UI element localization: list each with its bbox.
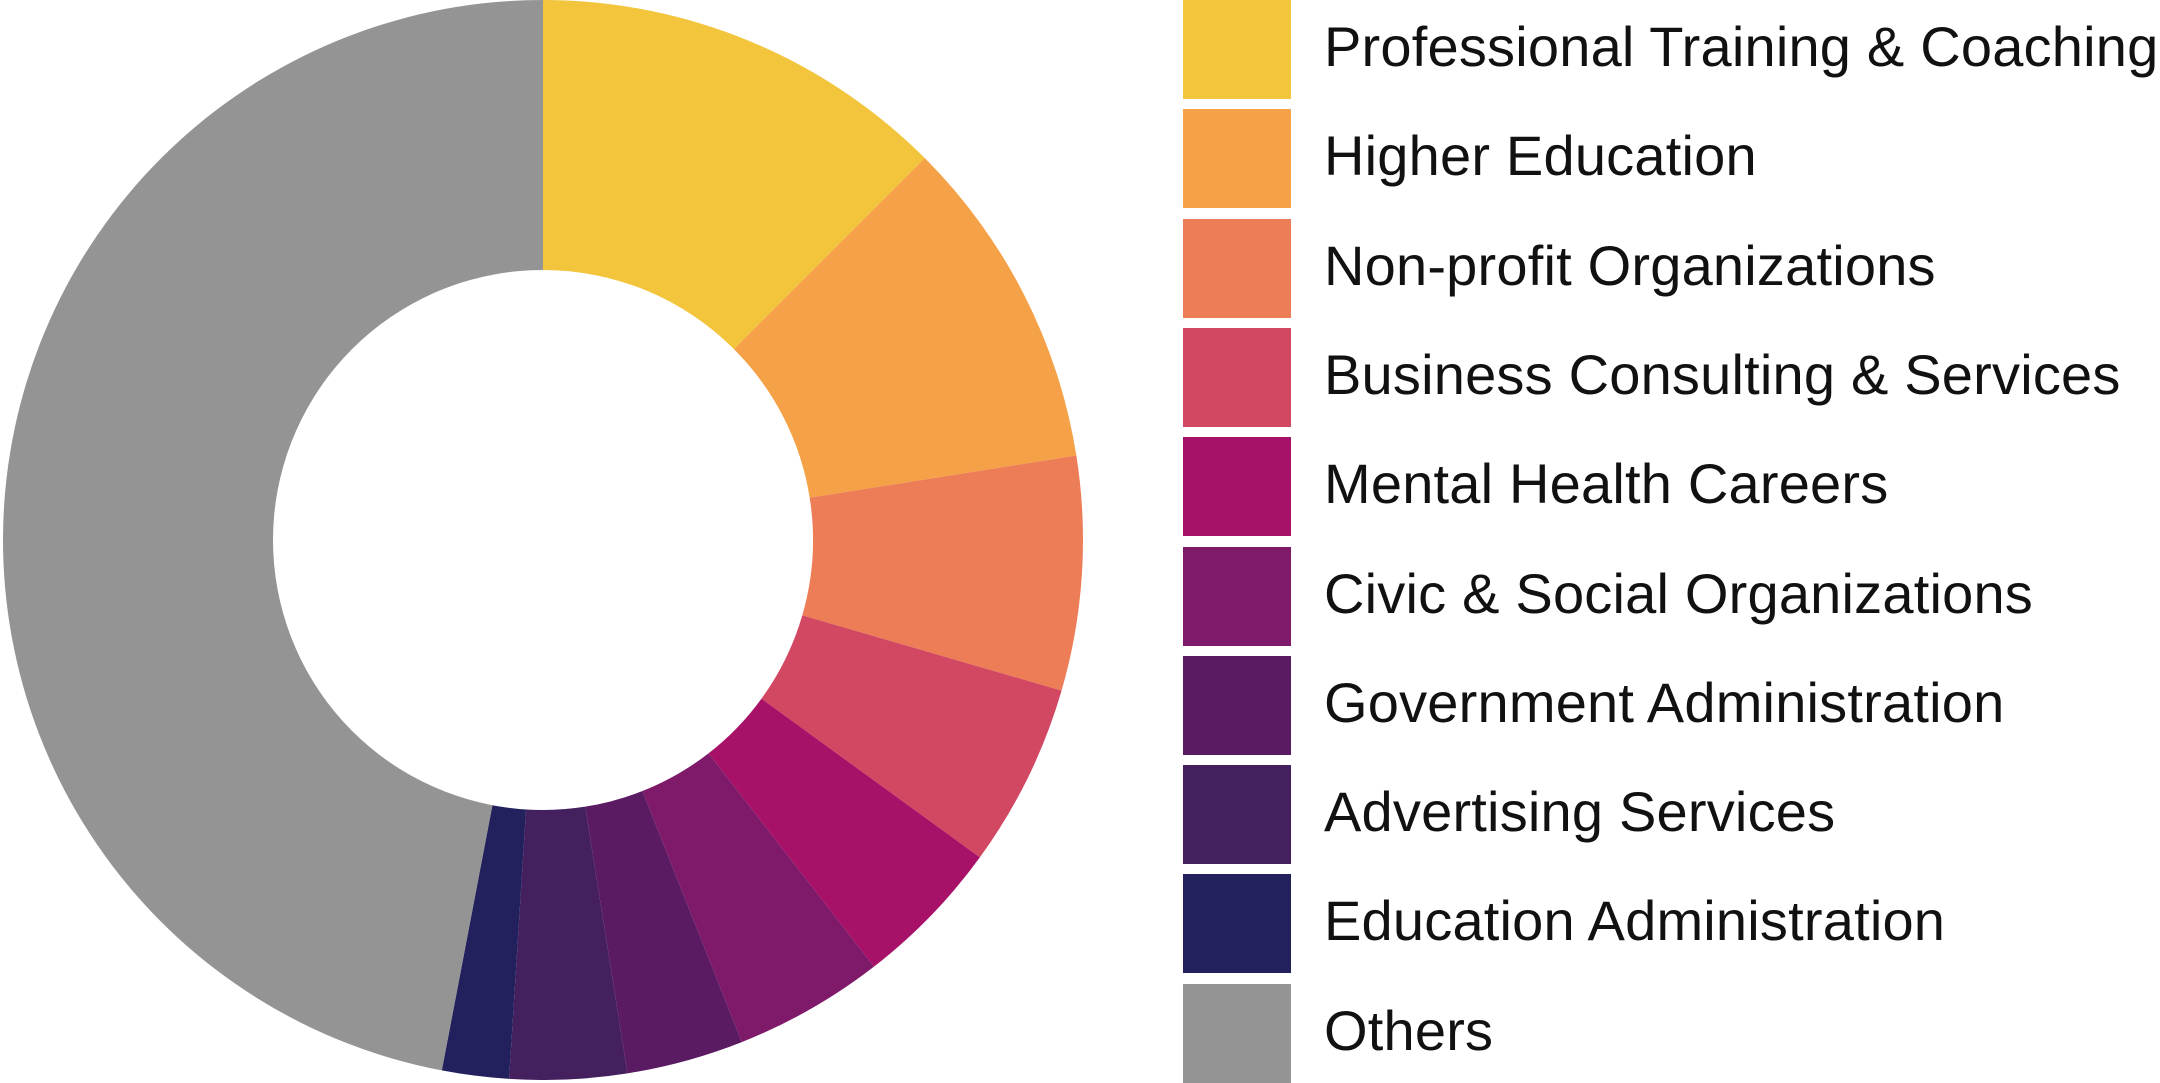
slice-higher-education	[733, 158, 1077, 498]
legend-swatch	[1183, 0, 1291, 99]
legend-label: Professional Training & Coaching	[1324, 15, 2159, 78]
legend-label: Business Consulting & Services	[1324, 342, 2121, 406]
legend-swatch	[1183, 765, 1291, 865]
legend-item-professional-training-and-coaching: Professional Training & Coaching	[1183, 0, 2160, 99]
legend-item-others: Others	[1183, 983, 2160, 1083]
legend-swatch	[1183, 327, 1291, 427]
slice-civic-and-social-organizations	[642, 753, 874, 1043]
legend-label: Government Administration	[1324, 670, 2005, 734]
legend-label: Education Administration	[1324, 889, 1946, 953]
legend-item-non-profit-organizations: Non-profit Organizations	[1183, 218, 2160, 318]
slice-mental-health-careers	[708, 698, 980, 967]
legend-swatch	[1183, 655, 1291, 755]
legend-swatch	[1183, 218, 1291, 318]
legend-swatch	[1183, 109, 1291, 209]
legend-label: Advertising Services	[1324, 780, 1836, 844]
slice-government-administration	[585, 791, 742, 1074]
slice-education-administration	[441, 805, 527, 1079]
legend-item-education-administration: Education Administration	[1183, 874, 2160, 974]
legend-swatch	[1183, 874, 1291, 974]
legend-label: Higher Education	[1324, 124, 1757, 188]
slice-advertising-services	[509, 806, 628, 1080]
legend-label: Non-profit Organizations	[1324, 233, 1936, 297]
legend-label: Civic & Social Organizations	[1324, 561, 2033, 625]
legend-item-government-administration: Government Administration	[1183, 655, 2160, 755]
legend-item-mental-health-careers: Mental Health Careers	[1183, 437, 2160, 537]
legend-swatch	[1183, 437, 1291, 537]
legend-item-advertising-services: Advertising Services	[1183, 765, 2160, 865]
legend-item-higher-education: Higher Education	[1183, 109, 2160, 209]
slice-non-profit-organizations	[802, 455, 1083, 691]
legend-swatch	[1183, 546, 1291, 646]
slice-others	[3, 0, 544, 1071]
legend-item-civic-and-social-organizations: Civic & Social Organizations	[1183, 546, 2160, 646]
legend-item-business-consulting-and-services: Business Consulting & Services	[1183, 327, 2160, 427]
slice-professional-training-and-coaching	[543, 0, 925, 350]
chart-legend: Professional Training & Coaching Higher E…	[1183, 0, 2160, 1083]
legend-label: Others	[1324, 998, 1494, 1062]
legend-swatch	[1183, 983, 1291, 1083]
legend-label: Mental Health Careers	[1324, 452, 1889, 516]
slice-business-consulting-and-services	[761, 615, 1062, 858]
